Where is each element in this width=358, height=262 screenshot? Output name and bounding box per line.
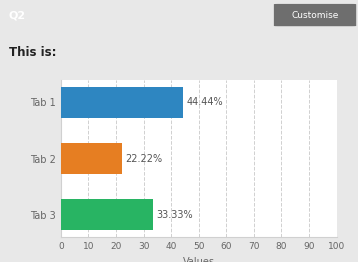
Text: 44.44%: 44.44%: [187, 97, 223, 107]
Text: 22.22%: 22.22%: [125, 154, 163, 163]
Text: 33.33%: 33.33%: [156, 210, 193, 220]
FancyBboxPatch shape: [274, 4, 356, 26]
Bar: [61, 87, 183, 118]
X-axis label: Values: Values: [183, 256, 215, 262]
Bar: [61, 143, 122, 174]
Text: This is:: This is:: [9, 46, 57, 59]
Text: Q2: Q2: [9, 10, 26, 20]
Bar: [61, 199, 153, 230]
Text: Customise: Customise: [291, 10, 339, 20]
